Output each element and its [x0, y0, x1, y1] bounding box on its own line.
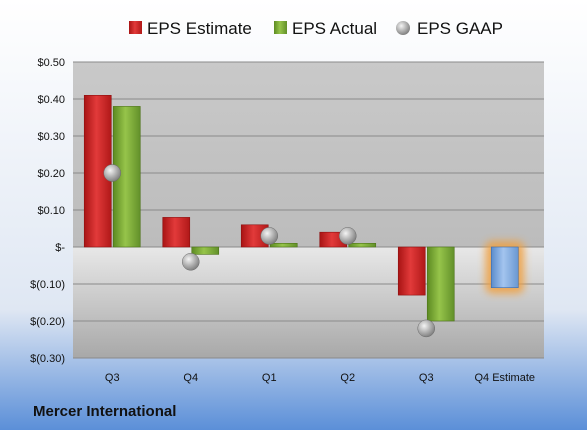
legend: EPS Estimate EPS Actual EPS GAAP	[129, 19, 503, 38]
y-tick-label: $0.50	[37, 57, 65, 69]
y-axis-tick-labels: $0.50 $0.40 $0.30 $0.20 $0.10 $- $(0.10) $(0.20…	[30, 57, 65, 365]
forecast-layer	[485, 241, 525, 294]
bars-layer	[83, 95, 455, 322]
plot-area-positive	[73, 62, 544, 247]
x-category-label: Q2	[340, 372, 355, 384]
gaap-marker	[103, 164, 121, 182]
x-axis-category-labels: Q3 Q4 Q1 Q2 Q3 Q4 Estimate	[105, 372, 535, 384]
bar-eps-actual	[269, 243, 298, 248]
y-tick-label: $0.30	[37, 131, 65, 143]
gaap-marker	[339, 227, 357, 245]
gaap-marker	[417, 319, 435, 338]
y-tick-label: $(0.10)	[30, 279, 65, 291]
bar-eps-estimate	[397, 246, 426, 296]
y-tick-label: $0.10	[37, 205, 65, 217]
x-category-label: Q4	[183, 372, 198, 384]
legend-swatch-eps-estimate	[129, 21, 142, 34]
gridlines	[73, 61, 544, 359]
y-tick-label: $0.20	[37, 168, 65, 180]
x-category-label: Q1	[262, 372, 277, 384]
bar-eps-actual	[348, 243, 377, 248]
gaap-marker	[260, 227, 278, 245]
bar-q4-estimate-forecast	[490, 246, 519, 289]
gaap-markers-layer	[103, 164, 435, 338]
plot-area-negative	[73, 247, 544, 358]
bar-eps-actual	[426, 246, 455, 322]
legend-label-eps-actual: EPS Actual	[292, 19, 377, 38]
y-tick-label: $0.40	[37, 94, 65, 106]
legend-swatch-eps-actual	[274, 21, 287, 34]
legend-label-eps-estimate: EPS Estimate	[147, 19, 252, 38]
bar-eps-actual	[191, 246, 220, 255]
legend-label-eps-gaap: EPS GAAP	[417, 19, 503, 38]
x-category-label: Q3	[419, 372, 434, 384]
legend-swatch-eps-gaap	[396, 21, 410, 35]
bar-eps-estimate	[162, 217, 191, 248]
gaap-marker	[182, 253, 200, 271]
y-tick-label: $-	[55, 242, 65, 254]
x-category-label: Q4 Estimate	[474, 372, 535, 384]
x-category-label: Q3	[105, 372, 120, 384]
y-tick-label: $(0.30)	[30, 353, 65, 365]
y-tick-label: $(0.20)	[30, 316, 65, 328]
footer-company-name: Mercer International	[33, 403, 176, 420]
